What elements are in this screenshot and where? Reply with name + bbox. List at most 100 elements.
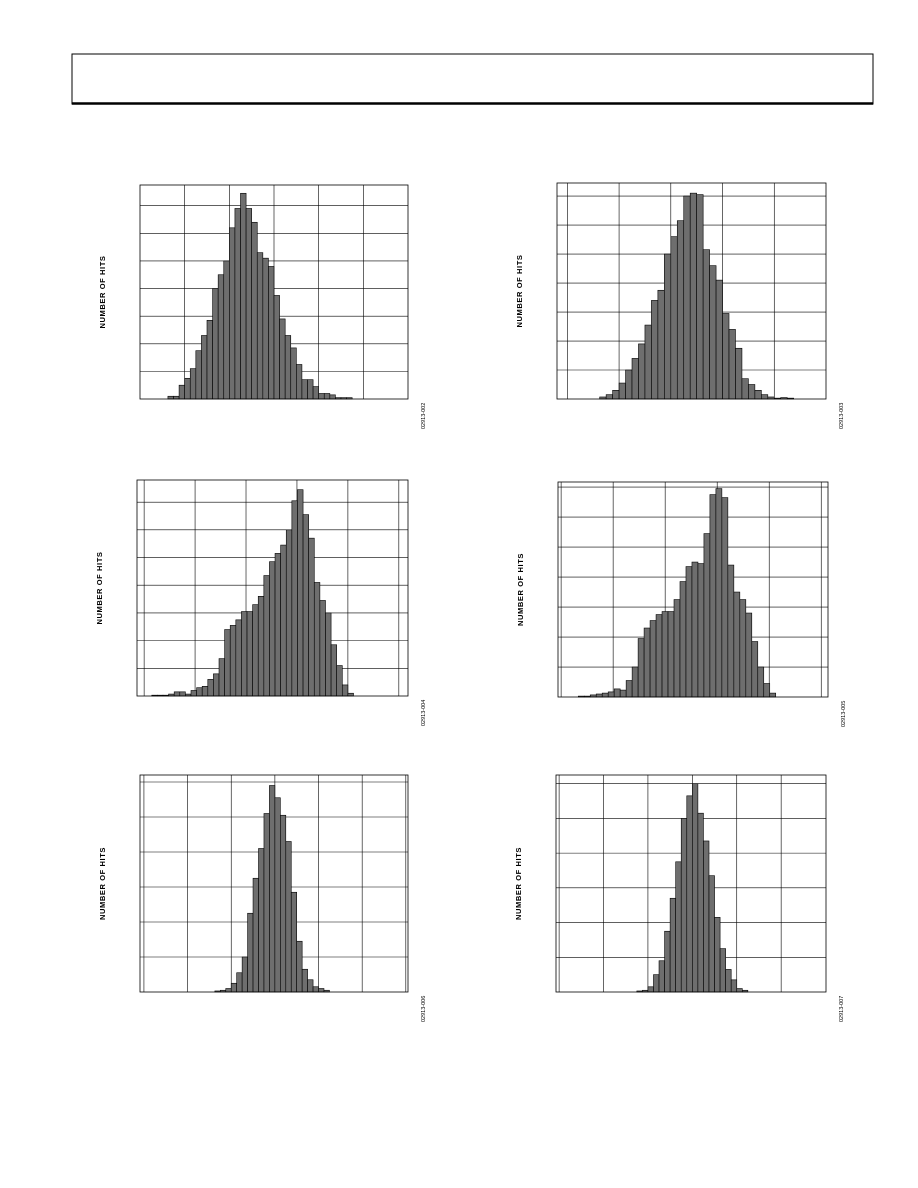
bar [312,386,319,400]
bar [223,260,230,400]
bar [207,679,214,697]
bar [184,377,191,400]
bar [269,785,276,993]
bar [290,347,297,400]
plot-frame [139,774,409,993]
bar [739,599,747,698]
figure-id: 02913-006 [421,996,427,1022]
bar [651,300,659,400]
bar [741,378,749,400]
bar [730,979,738,993]
bar [680,818,688,993]
bar [670,236,678,400]
bar [725,969,732,993]
figure-id: 02913-007 [839,996,845,1022]
plot-frame [555,774,827,993]
bar [736,988,743,993]
bar [697,812,704,993]
bar [179,691,186,697]
bar [655,614,663,698]
bar [189,368,197,400]
bar [643,627,651,698]
bar [722,313,730,400]
bar [262,257,269,400]
bar [696,194,704,400]
bar [246,611,253,697]
bar [263,575,270,697]
bar [625,369,633,400]
bar [296,364,303,400]
bar [638,343,646,400]
bar [268,266,275,400]
bar [212,288,219,400]
bar [719,948,726,993]
bar [274,553,281,697]
bar [301,968,308,993]
bar [619,689,627,698]
header-box [71,53,874,105]
bar [735,347,743,400]
bar [290,891,297,993]
bar [613,688,621,698]
bar [291,500,298,697]
figure-id: 02913-005 [841,701,847,727]
bar [312,986,319,993]
bar [708,875,715,993]
bar [263,813,270,993]
bar [685,566,693,698]
bar [697,563,705,698]
bar [195,350,202,400]
bar [230,982,237,993]
bar [285,841,292,993]
bar [213,673,220,697]
bar [301,379,308,400]
bar [715,488,723,698]
bar [601,692,609,698]
bar [605,394,613,400]
bar [664,930,671,993]
bar [653,974,660,993]
bar [240,192,247,400]
bar [302,514,309,697]
bar [236,972,243,993]
bar [229,227,236,400]
bar [217,274,225,400]
plot-frame [556,182,827,400]
bar [280,814,287,993]
chart: NUMBER OF HITS 02913-005 [516,481,847,727]
y-axis-label: NUMBER OF HITS [515,255,524,328]
plot-frame [136,479,409,697]
bar [595,693,603,698]
bar [280,544,287,697]
bar [256,252,264,400]
bar [751,641,759,698]
bar [190,690,197,697]
figure-id: 02913-002 [421,403,427,429]
chart: NUMBER OF HITS 02913-007 [514,774,845,1022]
figure-id: 02913-004 [421,700,427,726]
bar [274,797,281,993]
bar [714,917,721,993]
bar [661,611,669,698]
bar [631,666,639,698]
bar [715,279,723,400]
bar [709,265,717,400]
bar [308,537,315,697]
bar [173,395,180,400]
bar [252,877,259,993]
y-axis-label: NUMBER OF HITS [95,552,104,625]
bar [721,497,729,698]
bar [676,220,685,400]
bar [178,384,185,400]
bar [229,625,237,697]
bar [224,629,231,697]
chart: NUMBER OF HITS 02913-004 [95,479,427,726]
bar [748,384,756,400]
bar [631,358,639,400]
bar [323,393,331,400]
bar [273,295,280,400]
bar [703,533,711,698]
bar [318,393,325,400]
bar [201,335,208,400]
bar [754,390,762,400]
